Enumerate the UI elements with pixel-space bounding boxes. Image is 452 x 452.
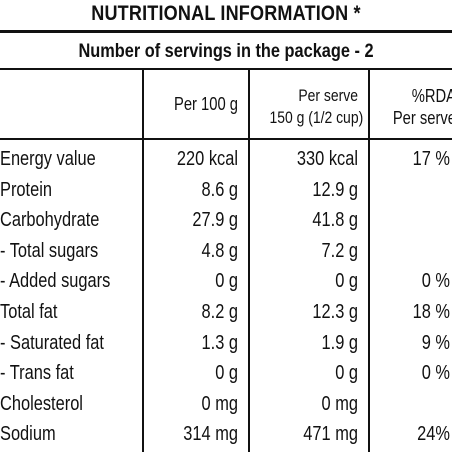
value-per-100g: 1.3 g <box>201 331 238 354</box>
value-per-100g: 0 g <box>215 362 238 385</box>
value-per-serve: 12.3 g <box>312 301 358 323</box>
label-title: NUTRITIONAL INFORMATION * <box>91 2 361 25</box>
value-rda: 0 % <box>421 362 450 385</box>
nutrient-name: - Saturated fat <box>0 331 104 354</box>
nutrient-name: - Total sugars <box>0 239 99 262</box>
value-rda: 18 % <box>412 301 450 323</box>
header-per-serve: Per serve <box>298 86 358 105</box>
value-rda: 24% <box>417 423 450 446</box>
servings-line: Number of servings in the package - 2 <box>78 41 374 62</box>
column-rule-2 <box>248 70 250 452</box>
value-per-100g: 27.9 g <box>192 209 238 232</box>
title-divider <box>0 30 452 33</box>
value-per-100g: 0 mg <box>201 392 238 415</box>
value-per-100g: 314 mg <box>183 423 238 446</box>
value-per-serve: 0 g <box>335 270 358 293</box>
value-rda: 9 % <box>421 331 450 354</box>
value-per-100g: 220 kcal <box>176 148 238 170</box>
value-per-serve: 330 kcal <box>296 148 358 170</box>
nutrient-name: Total fat <box>0 301 58 323</box>
header-serve-size: 150 g (1/2 cup) <box>269 108 364 127</box>
value-per-serve: 0 mg <box>321 392 358 415</box>
value-per-serve: 7.2 g <box>321 239 358 262</box>
column-rule-1 <box>142 70 144 452</box>
header-per-100g: Per 100 g <box>173 94 238 114</box>
value-per-serve: 1.9 g <box>321 331 358 354</box>
value-per-100g: 0 g <box>215 270 238 293</box>
nutrient-name: Protein <box>0 178 52 201</box>
value-per-serve: 12.9 g <box>312 178 358 201</box>
nutrient-name: - Added sugars <box>0 270 111 293</box>
nutrient-name: - Trans fat <box>0 362 74 385</box>
value-rda: 0 % <box>421 270 450 293</box>
header-rda: %RDA <box>411 86 452 106</box>
header-divider <box>0 138 452 140</box>
column-rule-3 <box>368 70 370 452</box>
nutrient-name: Sodium <box>0 423 56 446</box>
value-per-serve: 471 mg <box>303 423 358 446</box>
value-per-serve: 41.8 g <box>312 209 358 232</box>
nutrient-name: Carbohydrate <box>0 209 100 232</box>
value-rda: 17 % <box>412 148 450 170</box>
nutrient-name: Cholesterol <box>0 392 83 415</box>
value-per-100g: 8.6 g <box>201 178 238 201</box>
value-per-100g: 8.2 g <box>201 301 238 323</box>
value-per-serve: 0 g <box>335 362 358 385</box>
servings-divider <box>0 68 452 70</box>
value-per-100g: 4.8 g <box>201 239 238 262</box>
header-rda-per-serve: Per serve <box>392 108 452 128</box>
nutrient-name: Energy value <box>0 148 96 170</box>
